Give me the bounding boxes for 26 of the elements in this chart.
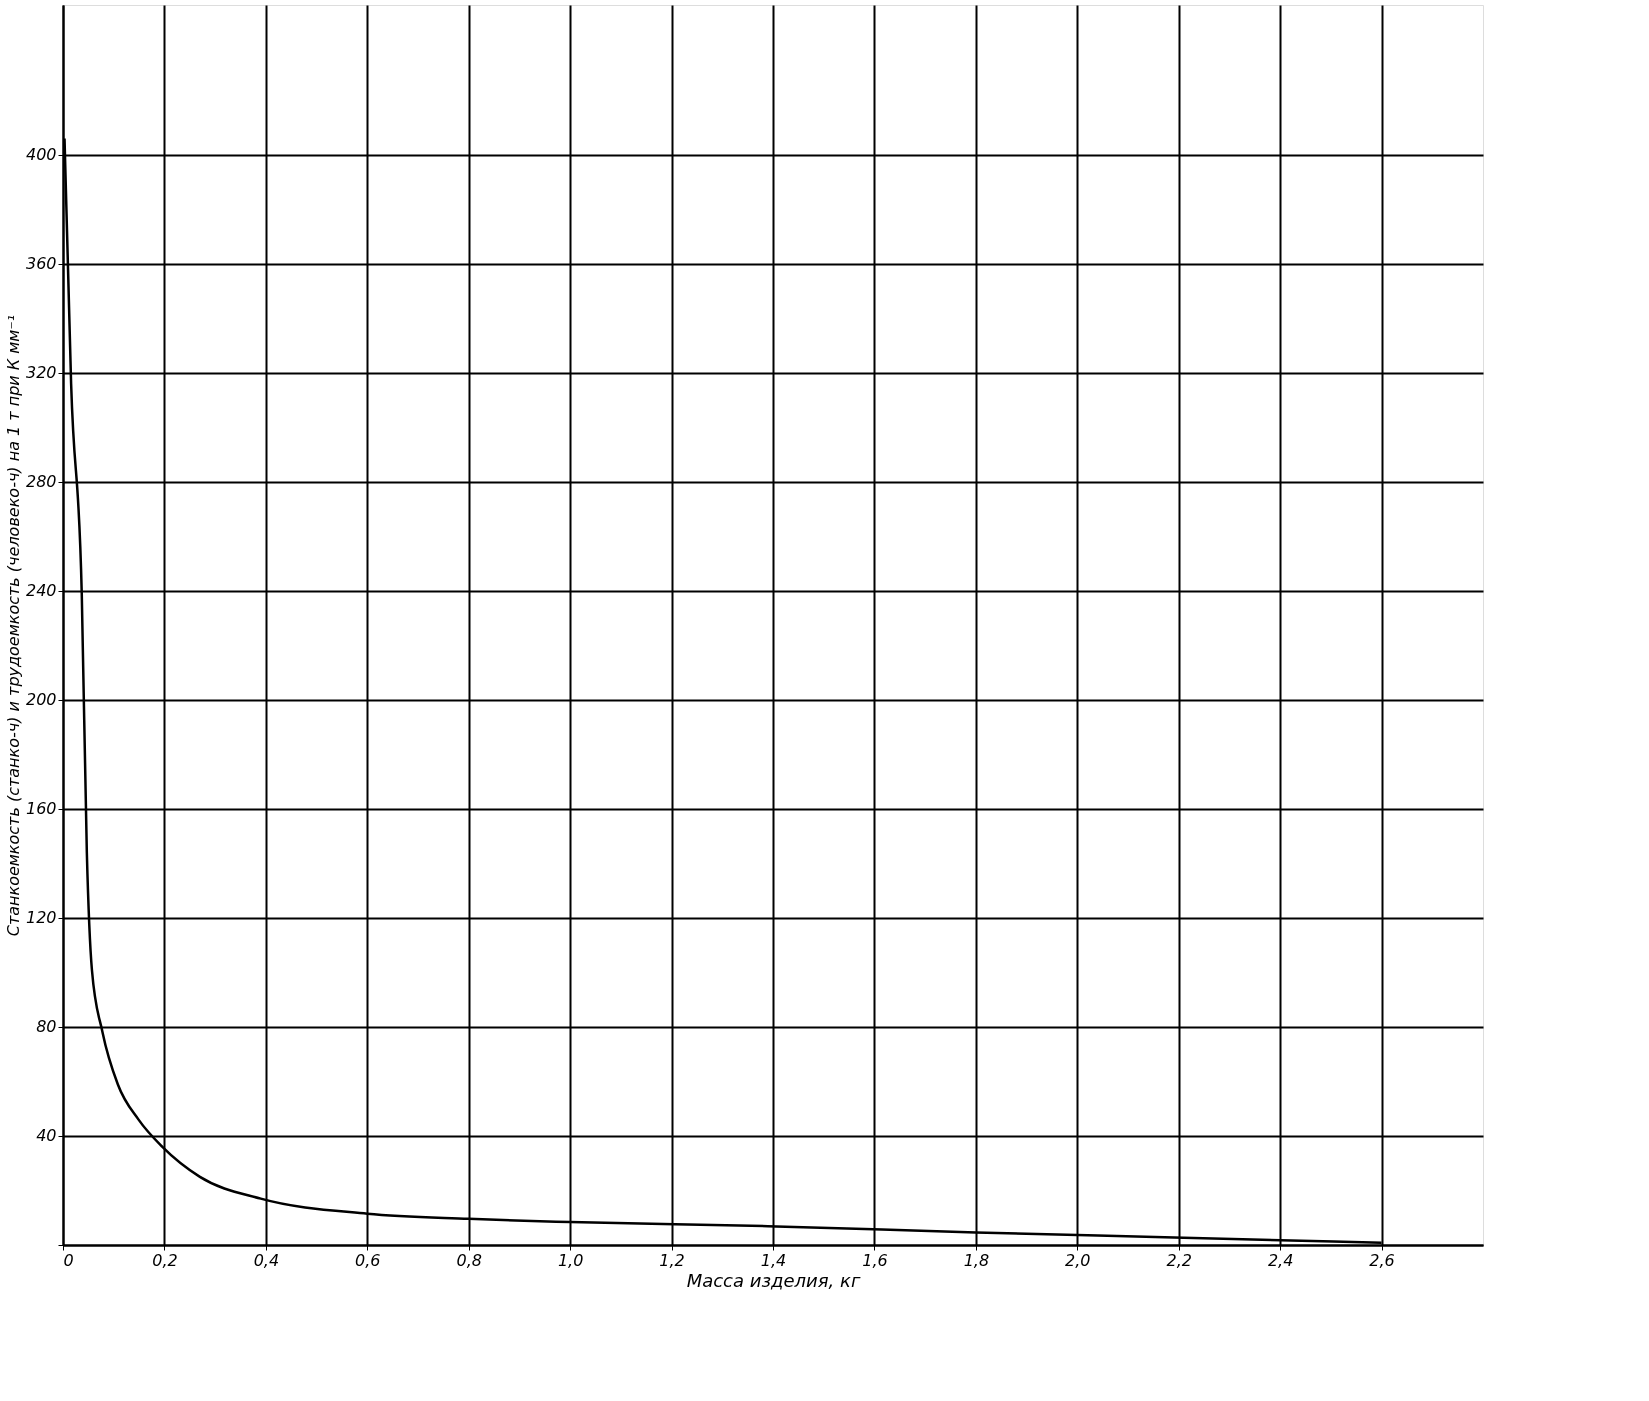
x-tick-label: 1,6	[862, 1250, 888, 1270]
y-tick-label: 120	[25, 908, 57, 928]
y-tick-label: 280	[25, 472, 57, 492]
x-tick-label: 2,4	[1267, 1250, 1294, 1270]
x-tick-label: 0,8	[456, 1250, 482, 1270]
y-tick-label: 80	[36, 1017, 57, 1037]
x-tick-label: 0,6	[355, 1250, 381, 1270]
y-tick-label: 320	[25, 363, 57, 383]
y-tick-label: 200	[25, 690, 57, 710]
x-tick-label: 1,2	[659, 1250, 685, 1270]
y-tick-label: 160	[25, 799, 57, 819]
y-tick-label: 240	[25, 581, 57, 601]
x-tick-label: 1,8	[963, 1250, 990, 1270]
y-axis-title: Станкоемкость (станко-ч) и трудоемкость (человеко-ч) на 1 т при К мм⁻¹	[3, 314, 23, 937]
x-tick-label: 2,2	[1166, 1250, 1192, 1270]
x-tick-label: 2,6	[1369, 1250, 1395, 1270]
x-tick-label: 0	[63, 1250, 74, 1270]
y-tick-label: 40	[36, 1126, 57, 1146]
x-tick-label: 0,2	[152, 1250, 178, 1270]
y-tick-label: 400	[25, 145, 57, 165]
x-tick-label: 0,4	[253, 1250, 280, 1270]
x-tick-label: 1,4	[760, 1250, 787, 1270]
x-axis-title: Масса изделия, кг	[686, 1269, 861, 1291]
y-tick-label: 360	[25, 254, 57, 274]
x-tick-label: 1,0	[557, 1250, 584, 1270]
x-tick-label: 2,0	[1065, 1250, 1091, 1270]
